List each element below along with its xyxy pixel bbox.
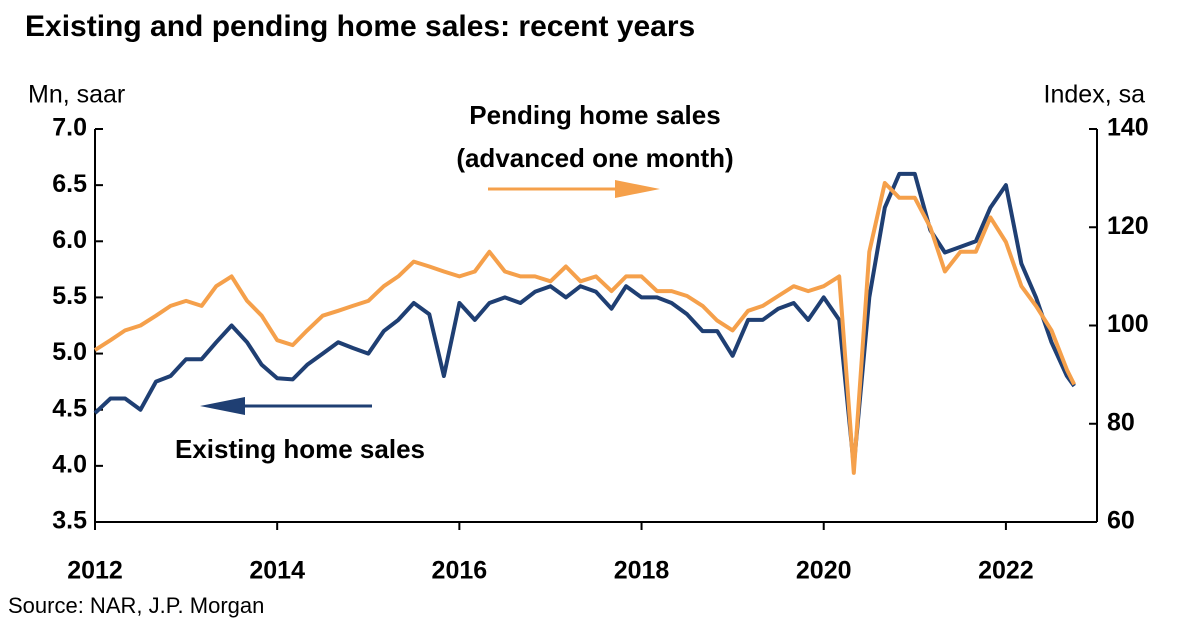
y-tick-label: 6.5 [52, 170, 87, 198]
x-tick-label: 2014 [249, 557, 305, 585]
chart-title: Existing and pending home sales: recent … [25, 10, 695, 43]
annotation: Pending home sales [469, 100, 720, 130]
x-tick-label: 2016 [432, 557, 488, 585]
y2-tick-label: 60 [1107, 507, 1135, 535]
x-tick-label: 2020 [796, 557, 852, 585]
y2-axis-label: Index, sa [1044, 81, 1146, 109]
y-tick-label: 4.5 [52, 394, 87, 422]
y-tick-label: 6.0 [52, 226, 87, 254]
y2-tick-label: 80 [1107, 408, 1135, 436]
arrow-head [200, 397, 245, 415]
y2-tick-label: 100 [1107, 310, 1149, 338]
y-tick-label: 5.5 [52, 282, 87, 310]
y-axis-label: Mn, saar [28, 81, 125, 109]
y-tick-label: 3.5 [52, 507, 87, 535]
annotation: (advanced one month) [456, 143, 733, 173]
x-tick-label: 2018 [614, 557, 670, 585]
y2-tick-label: 140 [1107, 114, 1149, 142]
y-tick-label: 7.0 [52, 114, 87, 142]
y-tick-label: 5.0 [52, 338, 87, 366]
line [93, 171, 1076, 468]
source: Source: NAR, J.P. Morgan [8, 593, 264, 618]
x-tick-label: 2012 [67, 557, 123, 585]
y2-tick-label: 120 [1107, 212, 1149, 240]
annotation: Existing home sales [175, 434, 425, 464]
line [93, 181, 1076, 475]
x-tick-label: 2022 [978, 557, 1034, 585]
arrow-head [615, 180, 660, 198]
y-tick-label: 4.0 [52, 450, 87, 478]
